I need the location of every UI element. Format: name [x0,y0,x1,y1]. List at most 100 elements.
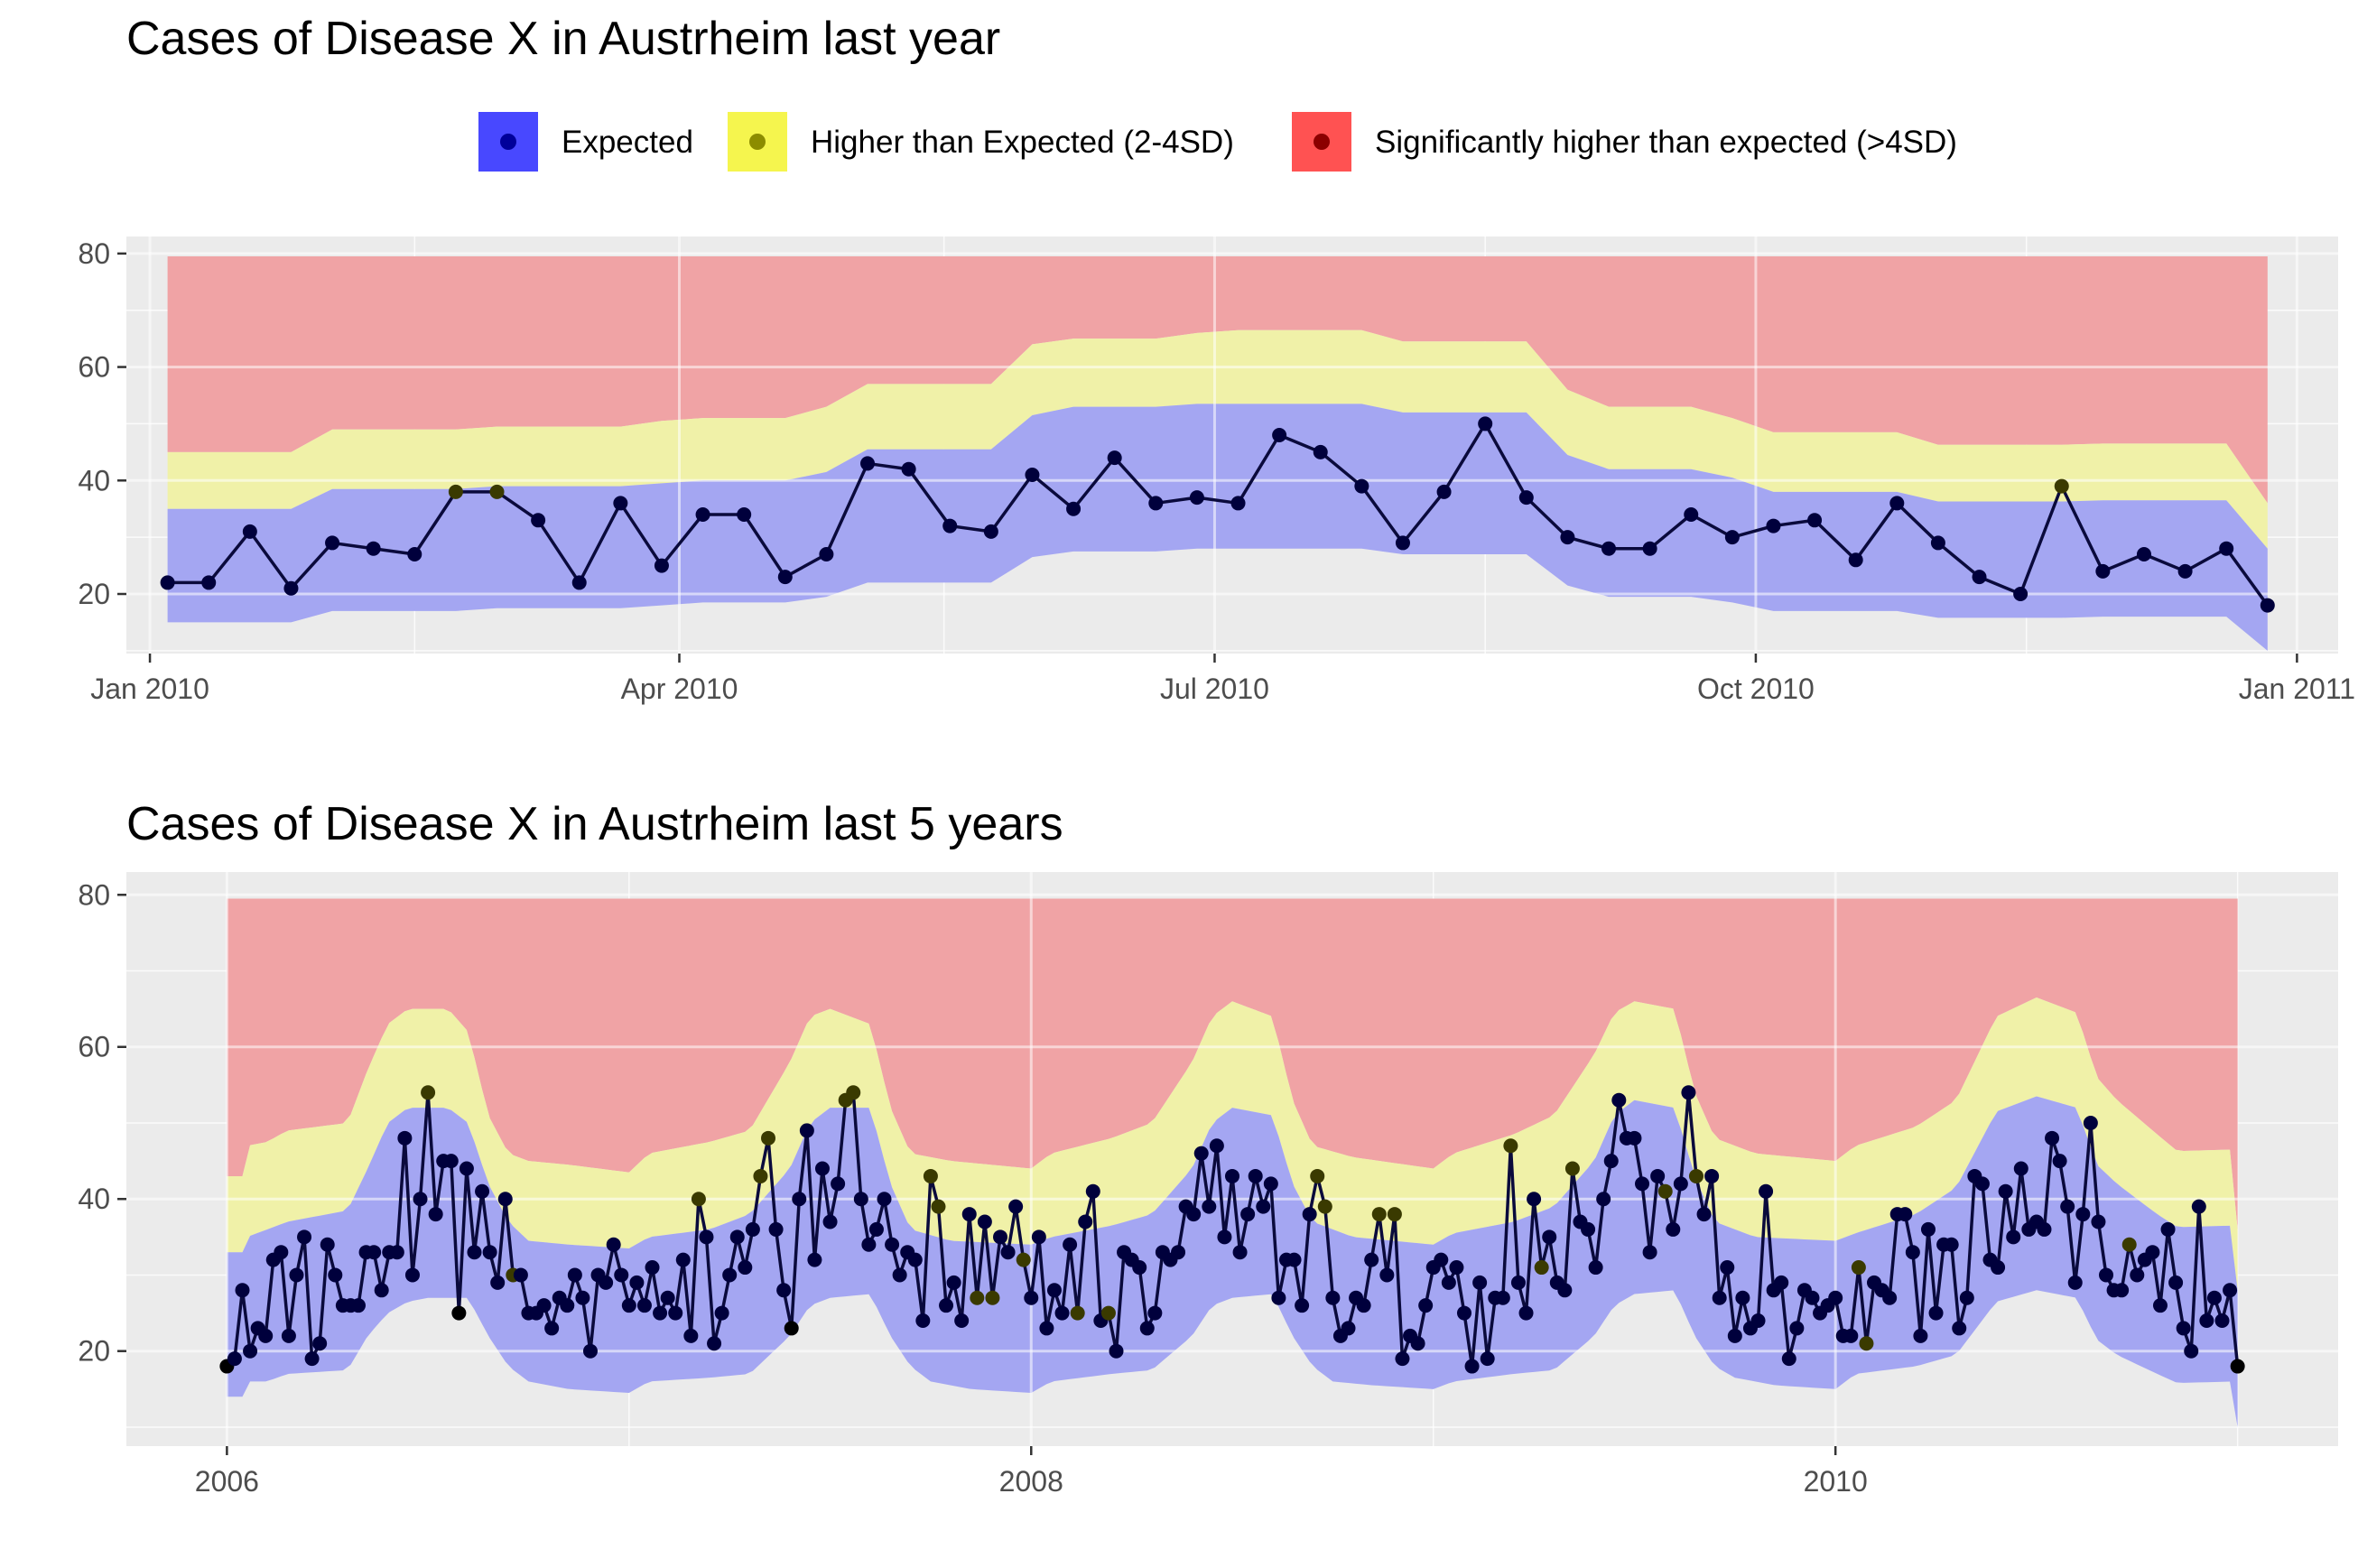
data-point [892,1267,907,1283]
data-point [1724,530,1740,545]
data-point [2160,1221,2176,1237]
data-point [868,1221,884,1237]
data-point [1518,490,1534,506]
data-point [1727,1328,1742,1343]
data-point [722,1267,738,1283]
data-point [1684,507,1699,522]
data-point [2152,1298,2168,1313]
data-point [777,570,793,585]
data-point [1031,1229,1046,1245]
data-point [1503,1138,1518,1154]
data-point [1132,1260,1147,1276]
data-point [274,1245,289,1260]
data-point [1657,1183,1673,1199]
data-point [1696,1207,1712,1222]
data-point [2206,1290,2222,1305]
data-point [1341,1321,1356,1336]
data-point [714,1305,729,1321]
y-tick-label: 80 [78,237,110,270]
data-point [1271,1290,1286,1305]
data-point [350,1298,366,1313]
data-point [243,1343,258,1359]
data-point [1666,1221,1681,1237]
x-tick-label: 2010 [1804,1465,1868,1498]
data-point [2037,1221,2052,1237]
data-point [1627,1130,1642,1146]
data-point [653,1305,668,1321]
data-point [745,1221,760,1237]
data-point [1063,1237,1078,1252]
x-tick-label: Oct 2010 [1697,673,1815,705]
data-point [2121,1237,2137,1252]
data-point [1478,416,1493,431]
y-tick-label: 40 [78,464,110,496]
chart-title-last-year: Cases of Disease X in Austrheim last yea… [126,13,1000,65]
data-point [822,1214,838,1229]
data-point [2114,1283,2130,1298]
y-tick-label: 40 [78,1183,110,1215]
panel-last-year: 20 40 60 80 Jan 2010 Apr 2010 Jul 2010 Oct 2010… [78,237,2355,705]
data-point [923,1168,938,1183]
data-point [367,1245,382,1260]
data-point [1588,1260,1603,1276]
data-point [312,1336,328,1351]
x-tick-label: 2006 [195,1465,259,1498]
data-point [1008,1199,1024,1214]
data-point [1434,1252,1449,1267]
data-point [160,575,175,590]
band-expected [167,404,2268,651]
data-point [2091,1214,2106,1229]
data-point [814,1161,830,1176]
data-point [1650,1168,1666,1183]
band-higher [227,997,2238,1291]
data-point [699,1229,714,1245]
data-point [737,507,752,522]
data-point [2083,1115,2098,1130]
data-point [2136,547,2151,561]
data-point [1310,1168,1325,1183]
data-point [1807,513,1823,528]
data-point [1959,1290,1974,1305]
data-point [489,484,505,499]
data-point [2219,541,2234,556]
data-point [1952,1321,1967,1336]
data-point [1998,1183,2013,1199]
data-point [1991,1260,2006,1276]
data-point [1930,535,1945,551]
data-point [1209,1138,1224,1154]
data-point [768,1221,784,1237]
data-point [1085,1183,1100,1199]
data-point [1272,428,1287,442]
data-point [482,1245,497,1260]
data-point [389,1245,404,1260]
data-point [1054,1305,1070,1321]
data-point [729,1229,745,1245]
band-significant [167,256,2268,504]
data-point [1025,468,1040,482]
data-point [1147,1305,1163,1321]
data-point [1046,1283,1062,1298]
data-point [443,1154,459,1169]
data-point [1972,570,1987,585]
data-point [961,1207,977,1222]
data-point [819,547,834,561]
data-point [1688,1168,1704,1183]
data-point [1024,1290,1039,1305]
data-point [413,1192,428,1207]
legend: Expected Higher than Expected (2-4SD) Si… [478,112,1957,172]
data-point [1735,1290,1750,1305]
data-point [1928,1305,1944,1321]
data-point [784,1321,799,1336]
data-point [1843,1328,1859,1343]
y-tick-label: 60 [78,351,110,384]
data-point [1472,1275,1488,1290]
data-point [1974,1176,1990,1192]
data-point [1681,1085,1696,1100]
data-point [1603,1154,1619,1169]
data-point [2095,563,2111,579]
data-point [1171,1245,1186,1260]
data-point [993,1229,1008,1245]
data-point [977,1214,992,1229]
data-point [753,1168,768,1183]
data-point [560,1298,575,1313]
